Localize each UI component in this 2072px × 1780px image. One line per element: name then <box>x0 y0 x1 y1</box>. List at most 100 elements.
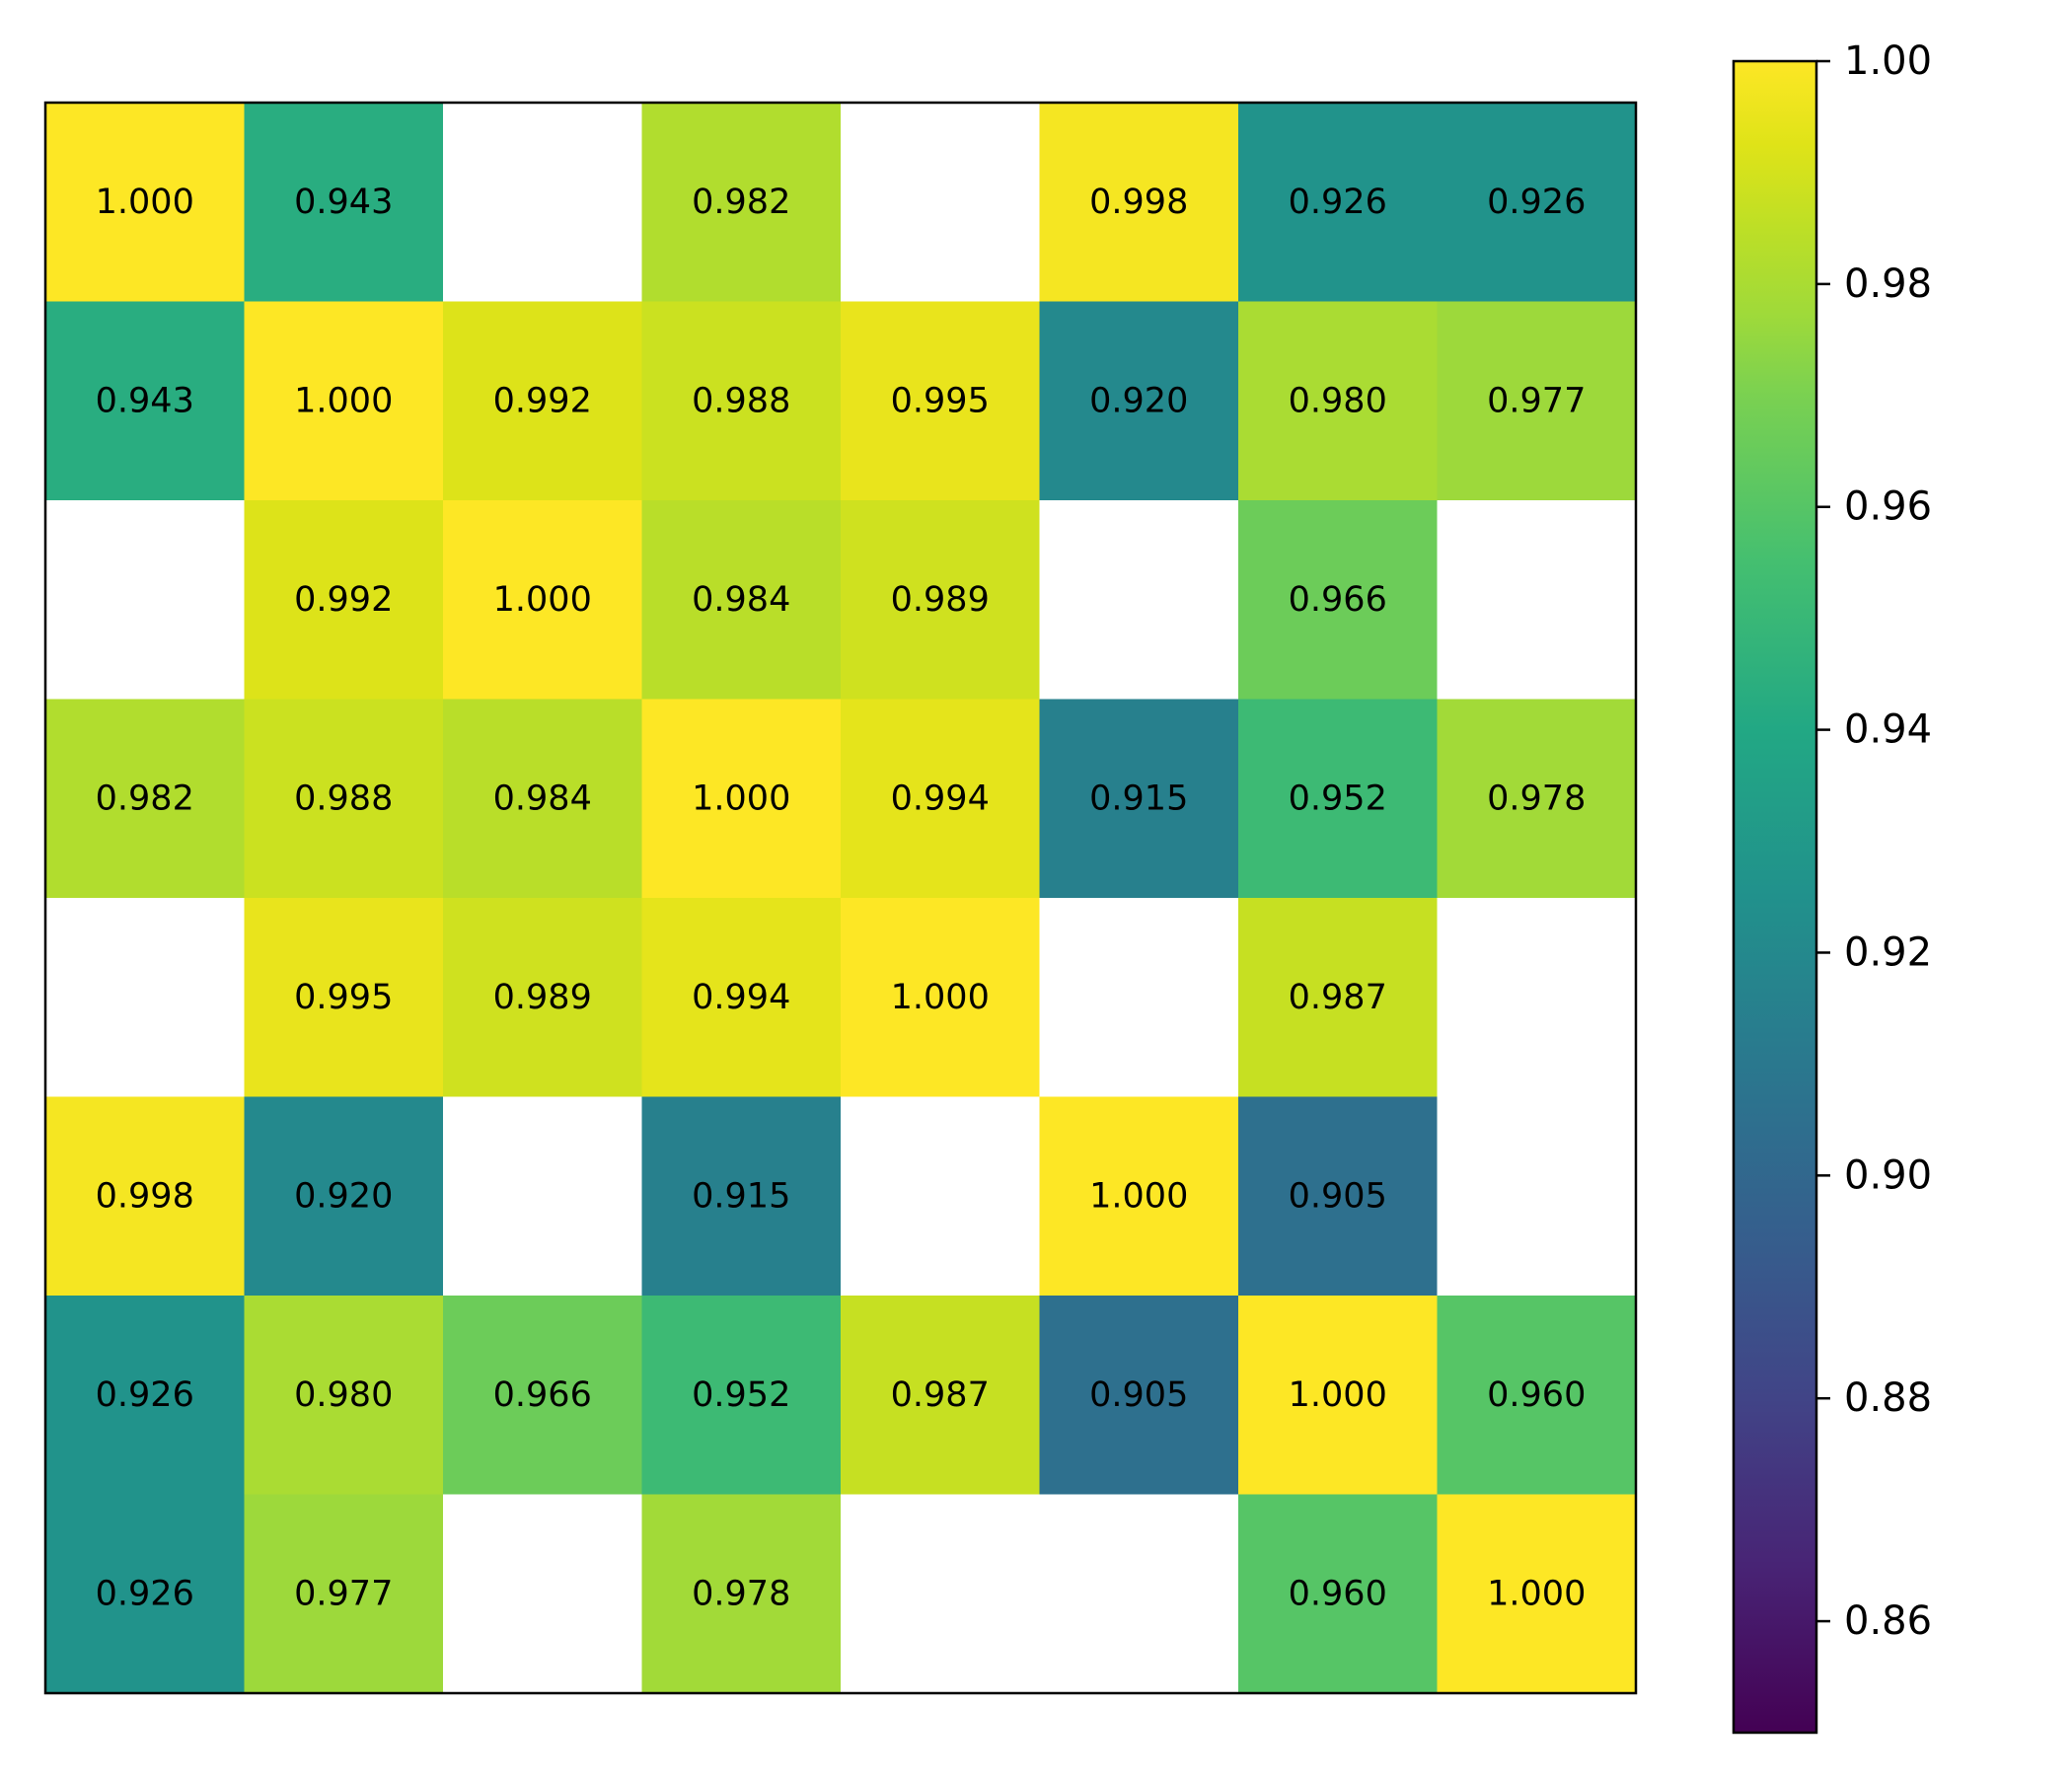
heatmap-cell-label-r1-c1: 1.000 <box>294 381 393 420</box>
heatmap-cell-label-r6-c7: 0.960 <box>1487 1375 1586 1415</box>
heatmap-cell-r0-c3 <box>641 103 842 303</box>
colorbar-tick-label-3: 0.92 <box>1844 929 1932 975</box>
heatmap-cell-r7-c3 <box>641 1494 842 1694</box>
heatmap-cell-r3-c2 <box>443 699 643 899</box>
heatmap-cell-label-r5-c0: 0.998 <box>96 1176 194 1216</box>
heatmap-cell-r3-c5 <box>1039 699 1239 899</box>
heatmap-cell-label-r1-c0: 0.943 <box>96 381 194 420</box>
heatmap-cell-label-r2-c1: 0.992 <box>294 580 393 620</box>
colorbar-tick-label-2: 0.90 <box>1844 1152 1932 1198</box>
colorbar <box>1732 59 1818 1735</box>
heatmap-cell-r7-c2 <box>443 1494 643 1694</box>
heatmap-cell-r4-c1 <box>244 898 444 1098</box>
heatmap-cell-label-r0-c3: 0.982 <box>692 183 790 222</box>
heatmap-cell-label-r7-c0: 0.926 <box>96 1574 194 1613</box>
heatmap-cell-label-r4-c6: 0.987 <box>1289 978 1387 1017</box>
heatmap-cell-r1-c5 <box>1039 301 1239 501</box>
colorbar-tick-label-5: 0.96 <box>1844 484 1932 530</box>
heatmap-cell-r4-c3 <box>641 898 842 1098</box>
heatmap-cell-r3-c0 <box>45 699 246 899</box>
heatmap-cell-r2-c4 <box>841 500 1041 701</box>
heatmap-cell-r6-c3 <box>641 1296 842 1496</box>
heatmap-cell-r3-c3 <box>641 699 842 899</box>
heatmap-cell-r3-c7 <box>1437 699 1637 899</box>
heatmap-cell-labels: 1.000 0.943 0.982 0.998 0.926 0.926 0.943 1.000… <box>96 183 1587 1614</box>
heatmap-cell-r1-c2 <box>443 301 643 501</box>
heatmap-cell-r4-c4 <box>841 898 1041 1098</box>
heatmap-cell-label-r6-c5: 0.905 <box>1089 1375 1188 1415</box>
heatmap-cell-r7-c4 <box>841 1494 1041 1694</box>
heatmap-cell-r2-c0 <box>45 500 246 701</box>
heatmap-cell-r5-c3 <box>641 1096 842 1297</box>
heatmap-cell-r0-c0 <box>45 103 246 303</box>
colorbar-tick-label-6: 0.98 <box>1844 261 1932 307</box>
heatmap-cell-label-r1-c2: 0.992 <box>493 381 592 420</box>
heatmap-cell-label-r0-c7: 0.926 <box>1487 183 1586 222</box>
heatmap-cell-label-r4-c2: 0.989 <box>493 978 592 1017</box>
heatmap-cell-r1-c0 <box>45 301 246 501</box>
heatmap-cell-r1-c1 <box>244 301 444 501</box>
heatmap-cell-r7-c6 <box>1238 1494 1439 1694</box>
heatmap-cell-label-r1-c6: 0.980 <box>1289 381 1387 420</box>
heatmap-cell-label-r5-c3: 0.915 <box>692 1176 790 1216</box>
heatmap-cell-r0-c4 <box>841 103 1041 303</box>
heatmap-cell-label-r3-c3: 1.000 <box>692 779 790 818</box>
heatmap-cell-label-r7-c7: 1.000 <box>1487 1574 1586 1613</box>
heatmap-cell-r4-c7 <box>1437 898 1637 1098</box>
heatmap-cell-label-r5-c6: 0.905 <box>1289 1176 1387 1216</box>
heatmap-cell-r0-c2 <box>443 103 643 303</box>
heatmap-frame <box>43 101 1638 1695</box>
heatmap-cell-label-r3-c1: 0.988 <box>294 779 393 818</box>
heatmap-cell-label-r3-c5: 0.915 <box>1089 779 1188 818</box>
heatmap-cell-r4-c0 <box>45 898 246 1098</box>
heatmap-cell-r3-c4 <box>841 699 1041 899</box>
heatmap-cell-label-r3-c0: 0.982 <box>96 779 194 818</box>
heatmap-cell-r0-c7 <box>1437 103 1637 303</box>
heatmap-cell-label-r7-c6: 0.960 <box>1289 1574 1387 1613</box>
heatmap-cell-r0-c1 <box>244 103 444 303</box>
heatmap-cell-label-r2-c2: 1.000 <box>493 580 592 620</box>
heatmap-cell-r3-c6 <box>1238 699 1439 899</box>
heatmap-cell-label-r3-c6: 0.952 <box>1289 779 1387 818</box>
heatmap-cell-r2-c2 <box>443 500 643 701</box>
heatmap-cell-r4-c2 <box>443 898 643 1098</box>
heatmap-cell-r2-c5 <box>1039 500 1239 701</box>
heatmap-cell-r5-c2 <box>443 1096 643 1297</box>
heatmap-cell-label-r6-c3: 0.952 <box>692 1375 790 1415</box>
heatmap-cell-r1-c7 <box>1437 301 1637 501</box>
heatmap-cell-r5-c1 <box>244 1096 444 1297</box>
heatmap-cell-label-r5-c5: 1.000 <box>1089 1176 1188 1216</box>
heatmap-cell-label-r2-c6: 0.966 <box>1289 580 1387 620</box>
heatmap-cell-label-r4-c1: 0.995 <box>294 978 393 1017</box>
colorbar-ticks: 0.86 0.88 0.90 0.92 0.94 0.96 0.98 1.00 <box>1816 38 1932 1644</box>
heatmap-cell-label-r0-c6: 0.926 <box>1289 183 1387 222</box>
heatmap-cell-r2-c6 <box>1238 500 1439 701</box>
heatmap-cell-r5-c6 <box>1238 1096 1439 1297</box>
heatmap-cell-r2-c1 <box>244 500 444 701</box>
heatmap-cell-r1-c3 <box>641 301 842 501</box>
heatmap-cell-r1-c4 <box>841 301 1041 501</box>
heatmap-cell-label-r1-c3: 0.988 <box>692 381 790 420</box>
heatmap-cell-label-r6-c0: 0.926 <box>96 1375 194 1415</box>
colorbar-tick-label-0: 0.86 <box>1844 1598 1932 1644</box>
heatmap-cell-label-r6-c2: 0.966 <box>493 1375 592 1415</box>
heatmap-cell-r6-c2 <box>443 1296 643 1496</box>
heatmap-cell-label-r6-c4: 0.987 <box>891 1375 990 1415</box>
heatmap-cell-label-r2-c4: 0.989 <box>891 580 990 620</box>
heatmap-cell-r5-c4 <box>841 1096 1041 1297</box>
heatmap-cell-r7-c0 <box>45 1494 246 1694</box>
heatmap-cell-r6-c5 <box>1039 1296 1239 1496</box>
heatmap-cell-label-r0-c5: 0.998 <box>1089 183 1188 222</box>
heatmap-cell-label-r3-c2: 0.984 <box>493 779 592 818</box>
heatmap-cell-label-r1-c7: 0.977 <box>1487 381 1586 420</box>
heatmap-cell-r2-c3 <box>641 500 842 701</box>
heatmap-cell-label-r6-c6: 1.000 <box>1289 1375 1387 1415</box>
heatmap-cell-r1-c6 <box>1238 301 1439 501</box>
heatmap-cell-label-r7-c1: 0.977 <box>294 1574 393 1613</box>
heatmap-cell-r7-c1 <box>244 1494 444 1694</box>
heatmap-cell-label-r6-c1: 0.980 <box>294 1375 393 1415</box>
heatmap-cell-label-r2-c3: 0.984 <box>692 580 790 620</box>
colorbar-tick-label-1: 0.88 <box>1844 1375 1932 1421</box>
